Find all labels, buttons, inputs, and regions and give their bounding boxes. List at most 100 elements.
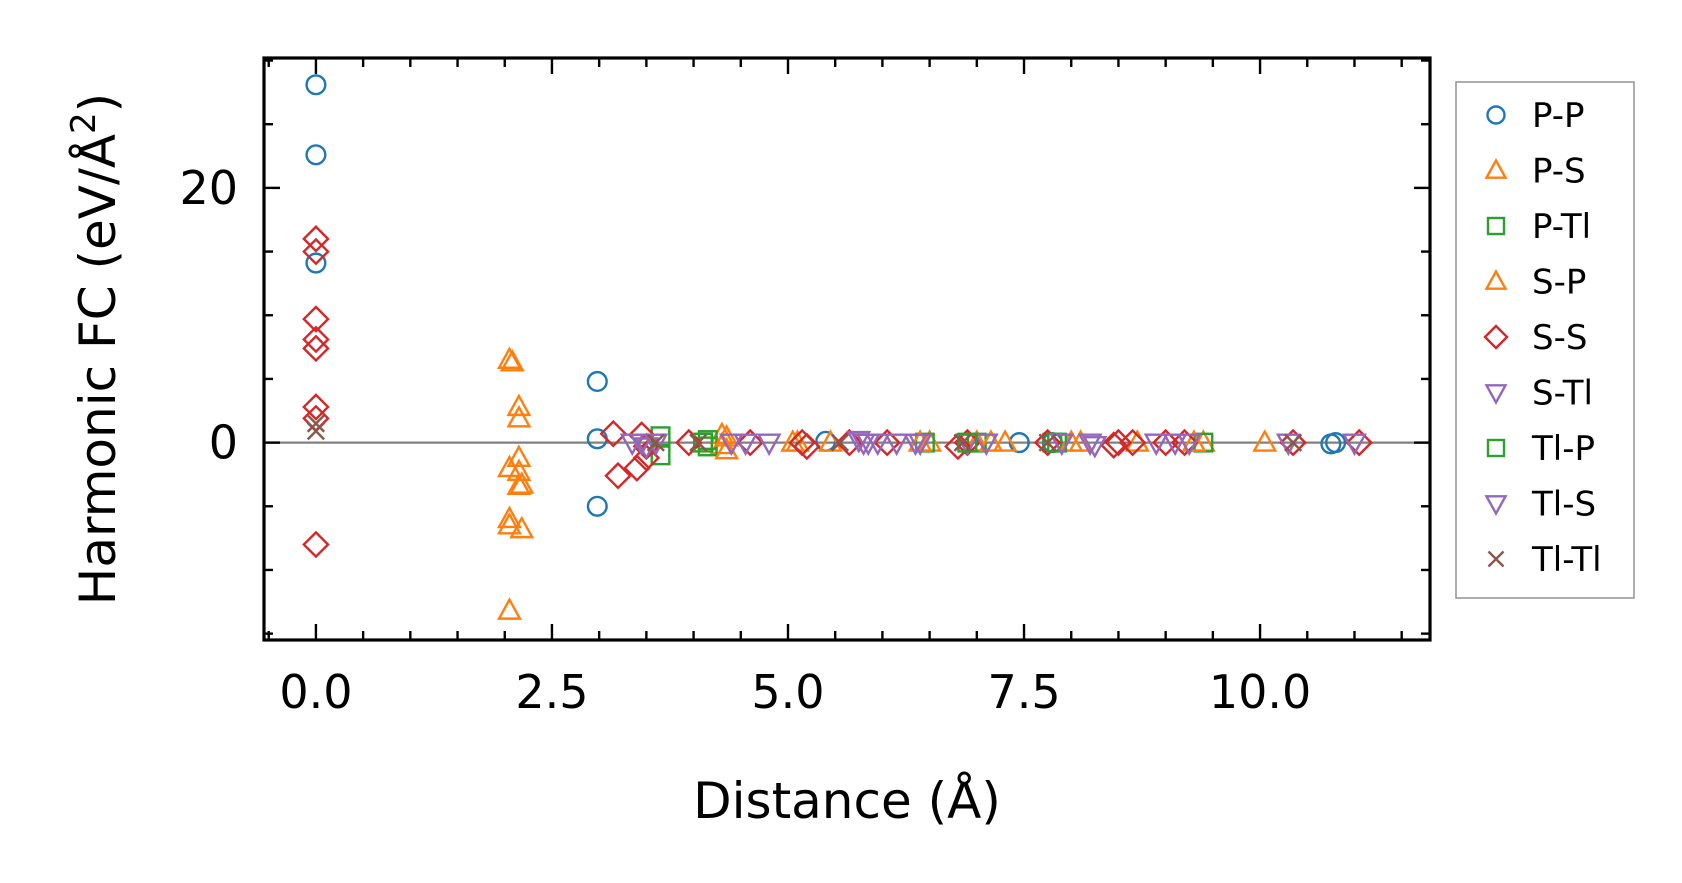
point-s-s bbox=[302, 334, 330, 363]
point-tl-s bbox=[902, 433, 928, 457]
legend-item-s-s: S-S bbox=[1483, 318, 1587, 358]
point-s-tl bbox=[733, 433, 758, 457]
legend-marker-p-tl bbox=[1486, 216, 1506, 236]
point-s-tl bbox=[629, 433, 655, 457]
point-s-tl bbox=[718, 433, 744, 457]
legend-label-s-tl: S-Tl bbox=[1532, 374, 1593, 414]
legend-item-s-p: S-P bbox=[1484, 263, 1586, 303]
legend-label-p-tl: P-Tl bbox=[1532, 207, 1591, 247]
legend-marker-p-p bbox=[1486, 105, 1506, 125]
point-s-s bbox=[1345, 428, 1373, 457]
legend-label-s-p: S-P bbox=[1532, 263, 1586, 303]
point-s-s bbox=[1033, 428, 1062, 457]
point-s-tl bbox=[756, 433, 782, 457]
point-s-p bbox=[978, 429, 1004, 452]
point-s-tl bbox=[1162, 433, 1188, 457]
axis-ticks bbox=[264, 58, 1430, 640]
point-s-s bbox=[873, 428, 901, 457]
legend-marker-tl-p bbox=[1486, 438, 1506, 458]
point-s-s bbox=[302, 325, 330, 354]
x-tick-label: 7.5 bbox=[987, 665, 1060, 719]
legend-label-tl-s: Tl-S bbox=[1531, 485, 1596, 525]
y-tick-label: 20 bbox=[179, 161, 238, 215]
point-s-tl bbox=[846, 430, 872, 454]
legend-marker-s-s bbox=[1483, 324, 1509, 350]
point-s-s bbox=[623, 454, 651, 482]
point-s-s bbox=[302, 530, 330, 559]
series-tl-tl bbox=[306, 414, 1303, 452]
point-s-tl bbox=[973, 433, 999, 457]
y-axis-label-main: Harmonic FC (eV/Å bbox=[69, 134, 127, 605]
point-s-s bbox=[1170, 428, 1199, 457]
y-axis-label: Harmonic FC (eV/Å2) bbox=[64, 93, 127, 605]
legend-label-p-s: P-S bbox=[1532, 152, 1586, 192]
point-s-s bbox=[675, 428, 703, 457]
point-s-s bbox=[632, 444, 661, 472]
legend-item-p-tl: P-Tl bbox=[1486, 207, 1591, 247]
x-axis-label: Distance (Å) bbox=[693, 772, 1001, 830]
point-s-tl bbox=[1341, 433, 1367, 457]
point-p-s bbox=[506, 472, 532, 496]
legend-label-p-p: P-P bbox=[1532, 96, 1585, 136]
point-tl-tl bbox=[1038, 433, 1057, 452]
point-tl-tl bbox=[306, 422, 326, 441]
point-tl-tl bbox=[689, 433, 708, 452]
point-tl-tl bbox=[830, 433, 850, 452]
point-s-tl bbox=[1143, 433, 1169, 457]
legend-item-tl-tl: Tl-Tl bbox=[1487, 540, 1602, 580]
point-s-p bbox=[780, 429, 806, 452]
legend-box bbox=[1455, 81, 1635, 599]
point-s-p bbox=[714, 436, 740, 460]
point-tl-s bbox=[851, 433, 877, 457]
point-s-tl bbox=[1082, 436, 1108, 459]
point-p-s bbox=[506, 444, 532, 468]
point-p-s bbox=[509, 515, 535, 539]
x-tick-label: 0.0 bbox=[279, 665, 352, 719]
x-tick-label: 2.5 bbox=[515, 665, 588, 719]
point-p-s bbox=[496, 597, 522, 620]
legend-label-tl-tl: Tl-Tl bbox=[1531, 540, 1602, 580]
point-tl-p bbox=[957, 432, 978, 453]
point-p-s bbox=[992, 429, 1018, 452]
point-tl-tl bbox=[953, 433, 972, 452]
point-s-s bbox=[1151, 428, 1180, 457]
point-s-p bbox=[907, 429, 933, 452]
x-tick-label: 10.0 bbox=[1209, 665, 1311, 719]
point-p-p bbox=[305, 252, 327, 274]
point-p-s bbox=[506, 393, 532, 417]
point-tl-s bbox=[1049, 433, 1075, 457]
legend-marker-p-s bbox=[1484, 158, 1508, 179]
point-s-tl bbox=[643, 433, 669, 457]
legend-marker-s-tl bbox=[1484, 384, 1508, 405]
x-tick-label: 5.0 bbox=[751, 665, 824, 719]
point-p-p bbox=[305, 144, 327, 166]
y-axis-label-superscript: 2 bbox=[64, 112, 104, 134]
legend-label-tl-p: Tl-P bbox=[1531, 429, 1595, 469]
legend-item-tl-s: Tl-S bbox=[1484, 485, 1596, 525]
point-s-s bbox=[835, 428, 864, 457]
point-s-s bbox=[604, 461, 632, 490]
legend-label-s-s: S-S bbox=[1532, 318, 1587, 358]
plot-frame bbox=[262, 56, 1432, 642]
y-tick-label: 0 bbox=[209, 416, 238, 470]
y-axis-label-close: ) bbox=[69, 93, 127, 113]
point-p-s bbox=[817, 429, 843, 452]
point-s-p bbox=[1181, 429, 1207, 452]
point-p-p bbox=[586, 370, 608, 393]
point-tl-tl bbox=[306, 414, 326, 433]
point-s-s bbox=[302, 305, 330, 333]
point-p-s bbox=[506, 404, 532, 428]
series-s-tl bbox=[619, 430, 1367, 460]
point-s-s bbox=[302, 225, 330, 253]
point-p-s bbox=[509, 471, 535, 494]
point-p-s bbox=[496, 346, 522, 369]
point-p-p bbox=[1325, 432, 1347, 454]
data-points bbox=[302, 74, 1373, 620]
legend-marker-tl-tl bbox=[1487, 550, 1505, 568]
series-tl-s bbox=[851, 433, 1202, 457]
legend-item-p-s: P-S bbox=[1484, 152, 1586, 192]
point-s-s bbox=[944, 432, 972, 461]
point-s-s bbox=[302, 237, 330, 266]
point-tl-p bbox=[693, 432, 714, 453]
